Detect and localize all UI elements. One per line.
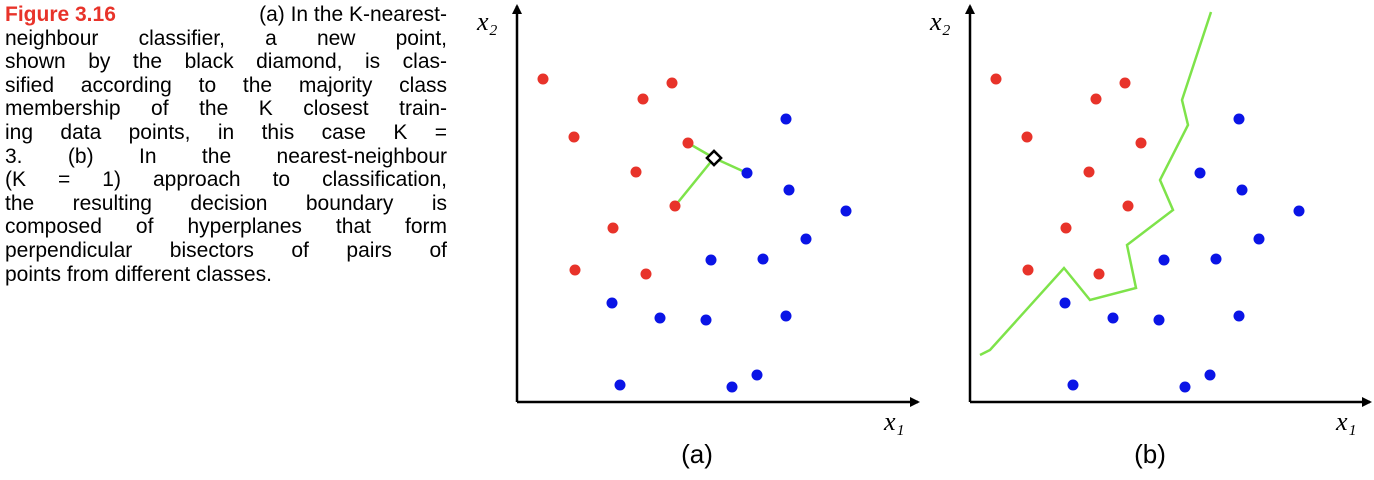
caption-line: shown by the black diamond, is clas-	[5, 50, 447, 74]
caption-label: Figure 3.16	[5, 3, 116, 26]
blue-point	[654, 312, 666, 324]
blue-point	[700, 314, 712, 326]
blue-point	[1194, 167, 1206, 179]
x-axis-label: x₁	[883, 407, 905, 436]
red-point	[1090, 93, 1102, 105]
blue-point	[606, 297, 618, 309]
blue-point	[780, 310, 792, 322]
blue-point	[800, 233, 812, 245]
blue-point	[1204, 369, 1216, 381]
red-point	[990, 73, 1002, 85]
caption-line: neighbour classifier, a new point,	[5, 26, 447, 50]
caption-line: points from different classes.	[5, 262, 272, 286]
caption-line: membership of the K closest train-	[5, 97, 447, 121]
blue-point	[783, 184, 795, 196]
caption-line: the resulting decision boundary is	[5, 191, 447, 215]
blue-point	[1233, 113, 1245, 125]
blue-point	[1210, 253, 1222, 265]
y-axis-label: x₂	[929, 7, 951, 36]
red-point	[1083, 166, 1095, 178]
blue-point	[1253, 233, 1265, 245]
red-point	[669, 200, 681, 212]
blue-point	[751, 369, 763, 381]
red-point	[1122, 200, 1134, 212]
blue-point	[1293, 205, 1305, 217]
blue-point	[726, 381, 738, 393]
caption-line: sified according to the majority class	[5, 73, 447, 97]
blue-point	[1233, 310, 1245, 322]
decision-boundary	[979, 11, 1213, 357]
blue-point	[840, 205, 852, 217]
blue-point	[1158, 254, 1170, 266]
x-axis-label: x₁	[1335, 407, 1357, 436]
blue-point	[1107, 312, 1119, 324]
red-point	[1135, 137, 1147, 149]
caption-line: (K = 1) approach to classification,	[5, 168, 447, 192]
blue-point	[1067, 379, 1079, 391]
blue-point	[705, 254, 717, 266]
blue-point	[780, 113, 792, 125]
caption-line: Figure 3.16 (a) In the K-nearest-	[5, 3, 447, 27]
red-point	[1093, 268, 1105, 280]
caption-line: perpendicular bisectors of pairs of	[5, 238, 447, 262]
blue-point	[1179, 381, 1191, 393]
blue-point	[1153, 314, 1165, 326]
red-point	[607, 222, 619, 234]
query-diamond	[705, 149, 723, 167]
caption-line: ing data points, in this case K =	[5, 120, 447, 144]
y-axis-label: x₂	[476, 7, 498, 36]
panel-label: (a)	[681, 439, 713, 469]
blue-point	[1236, 184, 1248, 196]
panel-label: (b)	[1134, 439, 1166, 469]
blue-point	[757, 253, 769, 265]
red-point	[1119, 77, 1131, 89]
caption-line: 3. (b) In the nearest-neighbour	[5, 144, 447, 168]
caption-line: composed of hyperplanes that form	[5, 215, 447, 239]
red-point	[1021, 131, 1033, 143]
red-point	[568, 131, 580, 143]
caption-text: (a) In the K-nearest-	[259, 3, 447, 26]
blue-point	[741, 167, 753, 179]
red-point	[666, 77, 678, 89]
red-point	[630, 166, 642, 178]
caption: Figure 3.16 (a) In the K-nearest- neighbo…	[5, 3, 447, 286]
red-point	[1060, 222, 1072, 234]
red-point	[569, 264, 581, 276]
blue-point	[1059, 297, 1071, 309]
red-point	[682, 137, 694, 149]
red-point	[537, 73, 549, 85]
red-point	[1022, 264, 1034, 276]
blue-point	[614, 379, 626, 391]
red-point	[637, 93, 649, 105]
neighbour-link	[674, 157, 715, 207]
red-point	[640, 268, 652, 280]
